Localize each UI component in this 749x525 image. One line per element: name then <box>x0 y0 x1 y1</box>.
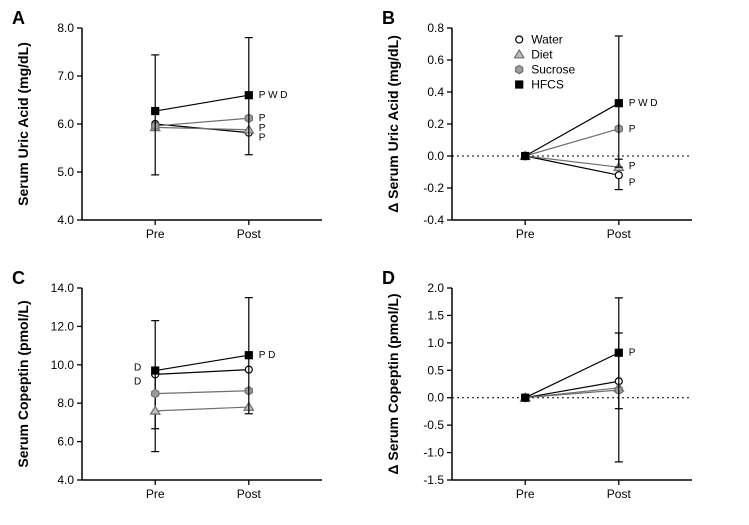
figure-root: A 4.0 5.0 6.0 7.0 8.0 Pre Post Serum Uric Acid (… <box>0 0 749 525</box>
svg-text:-0.5: -0.5 <box>423 418 444 432</box>
svg-text:Pre: Pre <box>516 227 535 241</box>
legend-marker-water <box>516 36 523 43</box>
y-axis-label: Δ Serum Copeptin (pmol/L) <box>385 293 401 474</box>
panel-D: D -1.5 -1.0 -0.5 0.0 0.5 1.0 1.5 2.0 Pre Post Δ Ser… <box>380 266 740 516</box>
svg-text:8.0: 8.0 <box>57 396 74 410</box>
svg-text:10.0: 10.0 <box>51 358 75 372</box>
panel-letter: D <box>382 268 395 288</box>
marker-sucrose <box>152 389 159 397</box>
panel-letter: C <box>12 268 25 288</box>
svg-text:Pre: Pre <box>146 487 165 501</box>
svg-text:4.0: 4.0 <box>57 473 74 487</box>
panel-C: C 4.0 6.0 8.0 10.0 12.0 14.0 Pre Post Serum Copep… <box>10 266 370 516</box>
legend-label-hfcs: HFCS <box>531 78 564 92</box>
svg-text:-1.0: -1.0 <box>423 446 444 460</box>
marker-hfcs <box>615 100 622 107</box>
svg-text:0.2: 0.2 <box>427 117 444 131</box>
marker-water <box>615 172 622 179</box>
annotation: P <box>629 177 636 188</box>
svg-text:Pre: Pre <box>516 487 535 501</box>
marker-hfcs <box>522 394 529 401</box>
panel-letter: A <box>12 8 25 28</box>
svg-text:-1.5: -1.5 <box>423 473 444 487</box>
svg-text:4.0: 4.0 <box>57 213 74 227</box>
svg-text:-0.4: -0.4 <box>423 213 444 227</box>
annotation: D <box>134 363 141 374</box>
svg-text:Post: Post <box>237 227 262 241</box>
y-axis-label: Δ Serum Uric Acid (mg/dL) <box>385 35 401 213</box>
svg-text:Post: Post <box>607 227 632 241</box>
legend-marker-diet <box>514 50 523 58</box>
svg-text:2.0: 2.0 <box>427 281 444 295</box>
svg-text:0.0: 0.0 <box>427 391 444 405</box>
svg-text:12.0: 12.0 <box>51 319 75 333</box>
svg-text:0.8: 0.8 <box>427 21 444 35</box>
annotation: D <box>134 376 141 387</box>
panel-B: B -0.4 -0.2 0.0 0.2 0.4 0.6 0.8 Pre Post Δ Serum U… <box>380 6 740 256</box>
svg-text:0.6: 0.6 <box>427 53 444 67</box>
marker-hfcs <box>152 108 159 115</box>
annotation: P W D <box>629 98 658 109</box>
legend-label-water: Water <box>531 33 563 47</box>
annotation: P D <box>259 350 276 361</box>
legend-marker-hfcs <box>516 81 523 88</box>
svg-text:5.0: 5.0 <box>57 165 74 179</box>
annotation: P <box>629 161 636 172</box>
svg-text:6.0: 6.0 <box>57 117 74 131</box>
svg-text:6.0: 6.0 <box>57 435 74 449</box>
legend-marker-sucrose <box>516 65 523 73</box>
annotation: P <box>259 133 266 144</box>
svg-text:14.0: 14.0 <box>51 281 75 295</box>
annotation: P W D <box>259 90 288 101</box>
svg-text:Post: Post <box>607 487 632 501</box>
panel-letter: B <box>382 8 395 28</box>
svg-text:Pre: Pre <box>146 227 165 241</box>
marker-hfcs <box>245 352 252 359</box>
svg-text:1.0: 1.0 <box>427 336 444 350</box>
marker-hfcs <box>615 349 622 356</box>
y-axis-label: Serum Copeptin (pmol/L) <box>15 300 31 467</box>
svg-text:0.4: 0.4 <box>427 85 444 99</box>
svg-text:7.0: 7.0 <box>57 69 74 83</box>
svg-text:-0.2: -0.2 <box>423 181 444 195</box>
legend-label-diet: Diet <box>531 48 553 62</box>
annotation: P <box>629 348 636 359</box>
legend-label-sucrose: Sucrose <box>531 63 575 77</box>
svg-text:0.5: 0.5 <box>427 363 444 377</box>
annotation: P <box>629 124 636 135</box>
marker-hfcs <box>522 153 529 160</box>
svg-text:0.0: 0.0 <box>427 149 444 163</box>
panel-A: A 4.0 5.0 6.0 7.0 8.0 Pre Post Serum Uric Acid (… <box>10 6 370 256</box>
marker-hfcs <box>245 92 252 99</box>
svg-text:Post: Post <box>237 487 262 501</box>
marker-hfcs <box>152 367 159 374</box>
svg-text:1.5: 1.5 <box>427 308 444 322</box>
y-axis-label: Serum Uric Acid (mg/dL) <box>15 42 31 206</box>
svg-text:8.0: 8.0 <box>57 21 74 35</box>
